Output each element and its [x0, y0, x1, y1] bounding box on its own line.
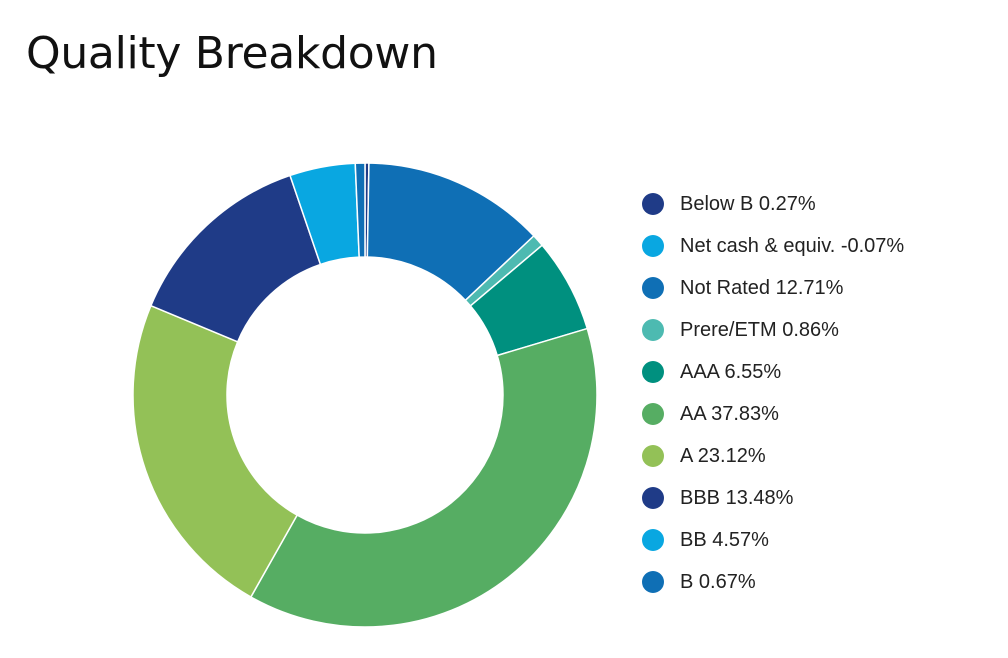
legend-item-6: A 23.12%	[642, 435, 904, 477]
legend-item-1: Net cash & equiv. -0.07%	[642, 225, 904, 267]
donut-slice-6	[132, 304, 298, 598]
legend-swatch-2	[642, 277, 664, 299]
chart-legend: Below B 0.27% Net cash & equiv. -0.07% Not…	[642, 183, 904, 603]
legend-swatch-1	[642, 235, 664, 257]
legend-item-5: AA 37.83%	[642, 393, 904, 435]
legend-item-7: BBB 13.48%	[642, 477, 904, 519]
legend-label-9: B 0.67%	[680, 570, 756, 593]
legend-swatch-6	[642, 445, 664, 467]
legend-item-0: Below B 0.27%	[642, 183, 904, 225]
legend-swatch-9	[642, 571, 664, 593]
donut-slice-5	[250, 327, 598, 628]
legend-item-8: BB 4.57%	[642, 519, 904, 561]
legend-item-4: AAA 6.55%	[642, 351, 904, 393]
legend-swatch-0	[642, 193, 664, 215]
legend-item-3: Prere/ETM 0.86%	[642, 309, 904, 351]
legend-item-2: Not Rated 12.71%	[642, 267, 904, 309]
legend-swatch-4	[642, 361, 664, 383]
legend-swatch-3	[642, 319, 664, 341]
legend-label-2: Not Rated 12.71%	[680, 276, 844, 299]
legend-item-9: B 0.67%	[642, 561, 904, 603]
donut-chart	[132, 162, 598, 628]
legend-label-7: BBB 13.48%	[680, 486, 794, 509]
legend-label-1: Net cash & equiv. -0.07%	[680, 234, 905, 257]
page-title: Quality Breakdown	[26, 28, 438, 79]
legend-label-4: AAA 6.55%	[680, 360, 782, 383]
legend-label-0: Below B 0.27%	[680, 192, 816, 215]
donut-slice-9	[354, 162, 366, 258]
donut-slices	[132, 162, 598, 628]
legend-label-6: A 23.12%	[680, 444, 766, 467]
donut-slice-7	[150, 174, 322, 343]
legend-swatch-5	[642, 403, 664, 425]
legend-label-5: AA 37.83%	[680, 402, 779, 425]
legend-label-8: BB 4.57%	[680, 528, 769, 551]
legend-swatch-7	[642, 487, 664, 509]
legend-label-3: Prere/ETM 0.86%	[680, 318, 839, 341]
legend-swatch-8	[642, 529, 664, 551]
